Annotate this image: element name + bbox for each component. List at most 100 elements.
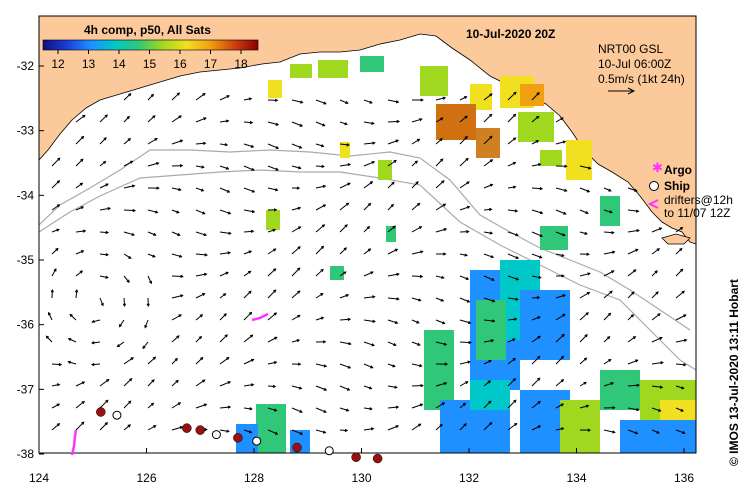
current-arrow (47, 311, 53, 321)
current-arrow (675, 338, 688, 343)
current-arrow (387, 139, 400, 145)
current-arrow (555, 231, 566, 237)
current-arrow (339, 224, 348, 233)
drifter-icon (647, 199, 659, 209)
current-arrow (315, 268, 324, 277)
current-arrow (435, 341, 448, 346)
current-arrow (267, 208, 278, 212)
ship-icon (649, 181, 659, 191)
current-arrow (387, 225, 396, 233)
current-arrow (483, 113, 493, 123)
current-arrow (219, 429, 230, 433)
current-arrow (243, 143, 255, 148)
current-arrow (627, 229, 640, 233)
current-arrow (531, 163, 542, 167)
current-arrow (387, 341, 397, 347)
current-arrow (411, 297, 422, 302)
current-arrow (243, 311, 253, 321)
lon-tick-label: 132 (459, 471, 479, 485)
current-arrow (142, 341, 149, 350)
current-arrow (435, 275, 445, 280)
current-arrow (195, 117, 207, 123)
current-arrow (243, 187, 256, 193)
ship-marker (211, 430, 221, 440)
current-arrow (363, 271, 374, 277)
current-arrow (267, 248, 277, 255)
colorbar-ticks: 12 13 14 15 16 17 18 (51, 50, 248, 71)
current-arrow (147, 275, 152, 285)
current-arrow (243, 165, 255, 171)
current-arrow (315, 121, 326, 127)
current-arrow (267, 98, 279, 102)
current-arrow (435, 402, 446, 409)
current-arrow (75, 135, 85, 145)
current-arrow (675, 268, 684, 277)
current-arrow (122, 297, 127, 308)
current-arrow (195, 141, 207, 145)
current-arrow (195, 356, 204, 365)
current-arrow (507, 317, 518, 321)
current-arrow (147, 379, 155, 387)
current-arrow (483, 159, 494, 167)
current-arrow (363, 248, 372, 255)
current-arrow (147, 115, 156, 123)
current-arrow (435, 158, 444, 167)
current-arrow (459, 275, 470, 280)
colorbar-tick-label: 17 (204, 57, 218, 71)
current-arrow (123, 231, 136, 236)
current-arrow (387, 272, 400, 277)
current-arrow (411, 181, 419, 189)
current-arrow (603, 290, 613, 299)
drifter-track (70, 429, 78, 456)
current-arrow (651, 385, 664, 389)
current-arrow (435, 381, 448, 387)
current-arrow (91, 341, 101, 345)
current-arrow (267, 312, 278, 321)
ship-label: Ship (664, 179, 690, 193)
current-arrow (531, 92, 540, 101)
current-arrow (171, 115, 182, 123)
current-arrow (291, 99, 304, 104)
current-arrow (675, 407, 685, 412)
current-arrow (219, 143, 229, 147)
current-arrow (483, 93, 493, 101)
current-arrow (219, 209, 232, 215)
current-arrow (627, 269, 637, 277)
current-arrow (51, 362, 63, 367)
current-arrow (387, 385, 398, 389)
lon-tick-label: 128 (244, 471, 264, 485)
current-arrow (675, 314, 687, 321)
current-arrow (75, 421, 85, 431)
current-arrow (411, 250, 424, 255)
current-arrow (651, 270, 658, 277)
current-vectors (45, 91, 688, 435)
current-arrow (459, 319, 472, 325)
current-arrow (531, 295, 541, 300)
current-arrow (75, 400, 85, 409)
current-arrow (579, 165, 592, 170)
current-arrow (555, 140, 567, 145)
argo-icon: ✱ (652, 160, 663, 175)
current-arrow (99, 253, 109, 257)
current-arrow (123, 424, 131, 431)
current-arrow (90, 362, 101, 367)
current-arrow (291, 143, 303, 149)
current-arrow (147, 402, 155, 409)
current-arrow (459, 340, 472, 345)
current-arrow (531, 186, 544, 191)
colorbar-tick-label: 15 (143, 57, 157, 71)
current-arrow (603, 250, 616, 255)
current-arrow (627, 248, 639, 255)
current-arrow (195, 314, 204, 321)
current-arrow (291, 385, 303, 390)
current-arrow (291, 165, 302, 170)
current-arrow (363, 427, 375, 431)
current-arrow (483, 297, 496, 303)
current-arrow (243, 250, 253, 255)
current-arrow (651, 227, 663, 233)
current-arrow (675, 429, 686, 435)
current-arrow (627, 429, 639, 435)
current-arrow (411, 160, 419, 167)
current-arrow (147, 209, 159, 214)
current-arrow (339, 271, 347, 277)
